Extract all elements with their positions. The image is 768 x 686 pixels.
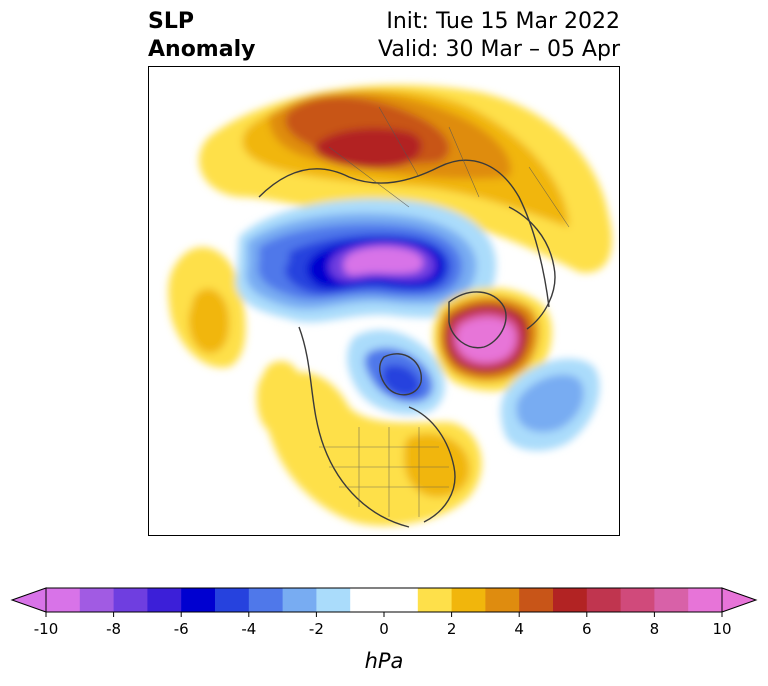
colorbar-swatch <box>215 588 250 612</box>
colorbar-swatch <box>485 588 520 612</box>
high-anomaly-atlantic-core <box>456 317 516 363</box>
colorbar-tick-label: 6 <box>582 620 592 638</box>
anomaly-field <box>168 84 613 526</box>
coastline-eurasia <box>258 159 550 308</box>
colorbar-unit-label: hPa <box>365 649 404 673</box>
colorbar-tick-label: 2 <box>447 620 457 638</box>
colorbar-swatch <box>147 588 182 612</box>
slp-anomaly-map <box>148 66 620 536</box>
border-line <box>448 126 480 198</box>
border-line <box>328 146 410 208</box>
colorbar-svg: -10 -8 -6 -4 -2 0 2 4 6 8 10 hPa <box>10 587 758 673</box>
colorbar-swatches <box>46 588 723 612</box>
map-canvas <box>168 84 613 528</box>
colorbar-tick-label: 0 <box>379 620 389 638</box>
low-anomaly-canada-core <box>382 364 421 397</box>
colorbar-tick-label: -4 <box>241 620 256 638</box>
colorbar-tick-label: 10 <box>712 620 731 638</box>
colorbar-ticks: -10 -8 -6 -4 -2 0 2 4 6 8 10 <box>34 612 732 638</box>
political-borders <box>319 106 570 517</box>
colorbar-swatch <box>553 588 588 612</box>
colorbar-swatch <box>316 588 351 612</box>
high-anomaly-eurasia-core <box>314 128 422 169</box>
colorbar-swatch <box>350 588 385 612</box>
colorbar-swatch <box>79 588 115 612</box>
colorbar-tick-label: -2 <box>309 620 324 638</box>
colorbar-swatch <box>620 588 655 612</box>
colorbar-swatch <box>46 588 81 612</box>
colorbar-swatch <box>282 588 317 612</box>
colorbar-max-extension <box>721 587 758 613</box>
border-line <box>528 166 570 228</box>
colorbar-tick-label: -8 <box>106 620 121 638</box>
coastline-greenland <box>448 291 507 349</box>
low-anomaly-polar-core <box>343 246 424 276</box>
colorbar: -10 -8 -6 -4 -2 0 2 4 6 8 10 hPa <box>0 584 768 684</box>
colorbar-tick-label: -6 <box>174 620 189 638</box>
valid-range: Valid: 30 Mar – 05 Apr <box>378 37 620 62</box>
title-line-2: Anomaly <box>148 37 256 62</box>
colorbar-swatch <box>417 588 453 612</box>
high-anomaly-pacific-coast <box>256 361 302 433</box>
colorbar-tick-label: 4 <box>514 620 524 638</box>
high-anomaly-north-america-core <box>404 433 470 498</box>
colorbar-tick-label: 8 <box>650 620 660 638</box>
colorbar-swatch <box>688 588 723 612</box>
colorbar-swatch <box>654 588 689 612</box>
colorbar-min-extension <box>10 587 47 613</box>
colorbar-swatch <box>586 588 622 612</box>
colorbar-swatch <box>519 588 554 612</box>
colorbar-swatch <box>384 588 419 612</box>
forecast-dates: Init: Tue 15 Mar 2022 Valid: 30 Mar – 05… <box>378 8 620 64</box>
high-anomaly-west-core <box>188 288 230 354</box>
low-anomaly-east-atlantic-core <box>516 374 584 433</box>
border-line <box>378 106 420 178</box>
map-title: SLP Anomaly <box>148 8 255 64</box>
colorbar-swatch <box>248 588 284 612</box>
init-date: Init: Tue 15 Mar 2022 <box>386 9 620 34</box>
coastline-europe <box>508 206 556 330</box>
colorbar-swatch <box>113 588 148 612</box>
colorbar-swatch <box>451 588 486 612</box>
colorbar-tick-label: -10 <box>34 620 59 638</box>
coastline-east-america <box>408 406 456 523</box>
colorbar-swatch <box>181 588 216 612</box>
title-line-1: SLP <box>148 9 194 34</box>
coastline-hudson <box>379 353 422 396</box>
